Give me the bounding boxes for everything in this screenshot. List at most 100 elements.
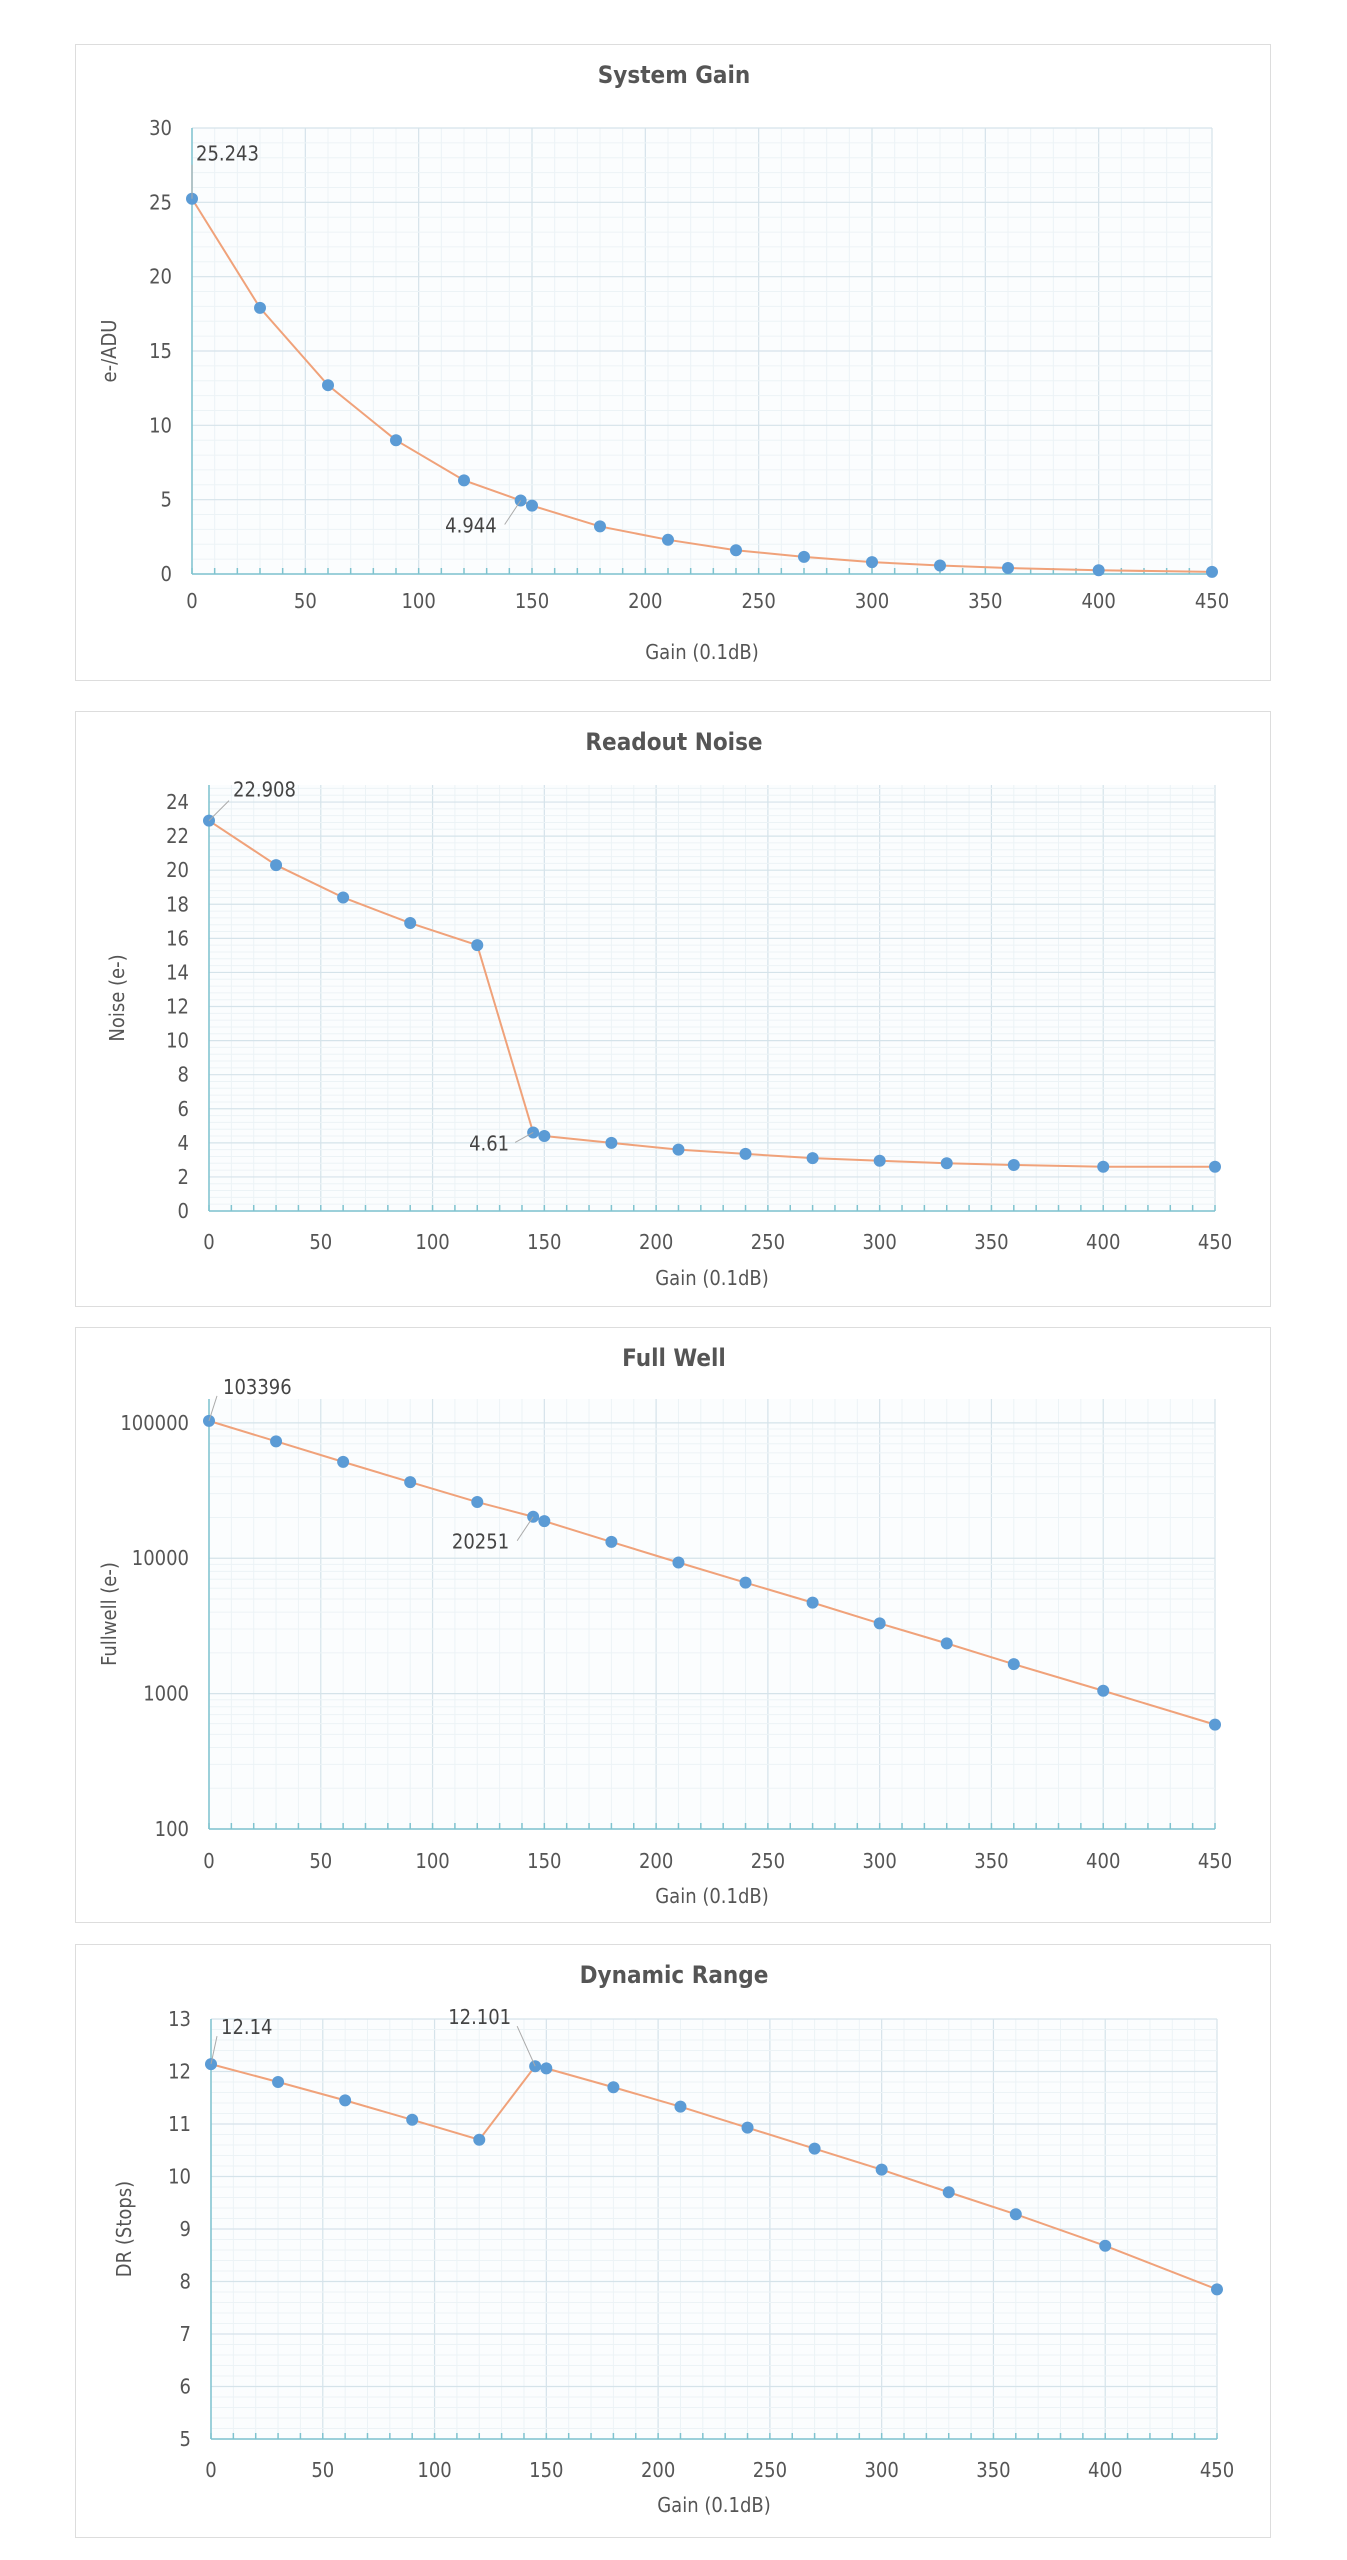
y-tick-label: 9 bbox=[180, 2217, 191, 2241]
data-point bbox=[1097, 1684, 1110, 1697]
y-tick-label: 8 bbox=[178, 1063, 189, 1087]
x-tick-label: 150 bbox=[515, 589, 549, 613]
x-tick-label: 250 bbox=[753, 2458, 787, 2482]
data-label: 25.243 bbox=[196, 142, 259, 166]
y-tick-label: 16 bbox=[166, 926, 189, 950]
system-gain-chart: System Gain 0 50 100 150 200 250 300 350 400 450 0 5… bbox=[75, 44, 1271, 681]
data-point bbox=[270, 1435, 283, 1448]
series-line bbox=[210, 2063, 1218, 2291]
leader-line bbox=[514, 1132, 534, 1143]
data-point bbox=[322, 379, 334, 392]
readout-noise-chart: Readout Noise 0 50 100 150 200 250 300 350 400 450… bbox=[75, 711, 1271, 1307]
x-tick-label: 50 bbox=[311, 2458, 334, 2482]
data-label: 22.908 bbox=[233, 778, 296, 802]
x-tick-label: 200 bbox=[641, 2458, 675, 2482]
data-point bbox=[672, 1556, 685, 1569]
y-tick-label: 0 bbox=[178, 1199, 189, 1223]
data-point bbox=[538, 1130, 551, 1143]
x-tick-label: 350 bbox=[968, 589, 1002, 613]
y-tick-label: 18 bbox=[166, 892, 189, 916]
data-point bbox=[1007, 1158, 1020, 1171]
data-point bbox=[1097, 1160, 1110, 1173]
data-point bbox=[538, 1515, 551, 1528]
chart-title: Readout Noise bbox=[585, 728, 762, 756]
x-tick-label: 150 bbox=[527, 1849, 561, 1873]
data-point bbox=[1209, 1160, 1221, 1173]
y-tick-label: 2 bbox=[178, 1165, 189, 1189]
x-tick-label: 100 bbox=[415, 1230, 449, 1254]
full-well-chart: Full Well 0 50 100 150 200 250 300 350 400 450 100 1… bbox=[75, 1327, 1271, 1923]
data-point bbox=[607, 2081, 620, 2094]
chart-title: System Gain bbox=[598, 61, 751, 89]
x-tick-label: 400 bbox=[1081, 589, 1115, 613]
data-point bbox=[873, 1617, 886, 1630]
leader-line bbox=[208, 1395, 218, 1422]
y-tick-label: 5 bbox=[161, 488, 172, 512]
data-point bbox=[940, 1637, 953, 1650]
data-point bbox=[1206, 565, 1218, 578]
x-tick-label: 50 bbox=[294, 589, 317, 613]
y-axis-label: e-/ADU bbox=[97, 320, 121, 383]
y-tick-label: 4 bbox=[178, 1131, 189, 1155]
grid bbox=[191, 127, 1213, 575]
x-tick-label: 200 bbox=[628, 589, 662, 613]
x-tick-label: 450 bbox=[1200, 2458, 1234, 2482]
y-tick-label: 10 bbox=[168, 2165, 191, 2189]
data-point bbox=[458, 474, 470, 487]
data-point bbox=[254, 301, 266, 314]
data-point bbox=[940, 1157, 953, 1170]
x-tick-label: 300 bbox=[862, 1849, 896, 1873]
data-point bbox=[594, 520, 606, 533]
full-well-svg: Full Well 0 50 100 150 200 250 300 350 400 450 100 1… bbox=[97, 1344, 1232, 1908]
data-point bbox=[730, 544, 742, 557]
data-point bbox=[390, 434, 402, 447]
data-label: 4.61 bbox=[469, 1131, 509, 1155]
data-point bbox=[739, 1147, 752, 1160]
data-point bbox=[674, 2100, 687, 2113]
x-tick-label: 50 bbox=[309, 1849, 332, 1873]
data-point bbox=[806, 1152, 819, 1165]
data-point bbox=[1009, 2208, 1022, 2221]
y-tick-label: 6 bbox=[178, 1097, 189, 1121]
x-tick-label: 250 bbox=[741, 589, 775, 613]
x-tick-label: 250 bbox=[751, 1849, 785, 1873]
data-point bbox=[741, 2121, 754, 2134]
x-tick-label: 450 bbox=[1195, 589, 1229, 613]
y-axis-label: Fullwell (e-) bbox=[97, 1562, 121, 1666]
x-axis-label: Gain (0.1dB) bbox=[645, 640, 759, 664]
data-point bbox=[806, 1596, 819, 1609]
dynamic-range-chart: Dynamic Range 0 50 100 150 200 250 300 350 400 450… bbox=[75, 1944, 1271, 2538]
x-tick-label: 150 bbox=[529, 2458, 563, 2482]
grid bbox=[210, 2018, 1218, 2440]
data-label: 20251 bbox=[452, 1530, 509, 1554]
data-point bbox=[526, 499, 538, 512]
data-point bbox=[672, 1143, 685, 1156]
data-point bbox=[203, 1414, 215, 1427]
x-tick-label: 400 bbox=[1086, 1230, 1120, 1254]
x-tick-label: 150 bbox=[527, 1230, 561, 1254]
y-tick-label: 11 bbox=[168, 2112, 191, 2136]
data-point bbox=[739, 1576, 752, 1589]
y-axis-label: DR (Stops) bbox=[112, 2181, 136, 2277]
data-point bbox=[808, 2142, 821, 2155]
plot-area bbox=[209, 1399, 1215, 1829]
x-tick-label: 350 bbox=[976, 2458, 1010, 2482]
x-tick-label: 400 bbox=[1088, 2458, 1122, 2482]
data-point bbox=[662, 533, 674, 546]
y-tick-label: 20 bbox=[166, 858, 189, 882]
data-point bbox=[339, 2094, 352, 2107]
x-tick-label: 450 bbox=[1198, 1230, 1232, 1254]
x-axis-label: Gain (0.1dB) bbox=[657, 2493, 771, 2517]
chart-title: Full Well bbox=[622, 1344, 726, 1372]
y-tick-label: 25 bbox=[149, 190, 172, 214]
data-point bbox=[270, 859, 283, 872]
x-tick-label: 250 bbox=[751, 1230, 785, 1254]
dynamic-range-svg: Dynamic Range 0 50 100 150 200 250 300 350 400 450… bbox=[112, 1961, 1234, 2517]
data-point bbox=[471, 939, 484, 952]
y-tick-label: 7 bbox=[180, 2322, 191, 2346]
data-point bbox=[1092, 564, 1105, 577]
x-tick-label: 350 bbox=[974, 1230, 1008, 1254]
grid bbox=[208, 1399, 1216, 1830]
data-label: 4.944 bbox=[445, 513, 497, 537]
data-point bbox=[1002, 562, 1014, 575]
